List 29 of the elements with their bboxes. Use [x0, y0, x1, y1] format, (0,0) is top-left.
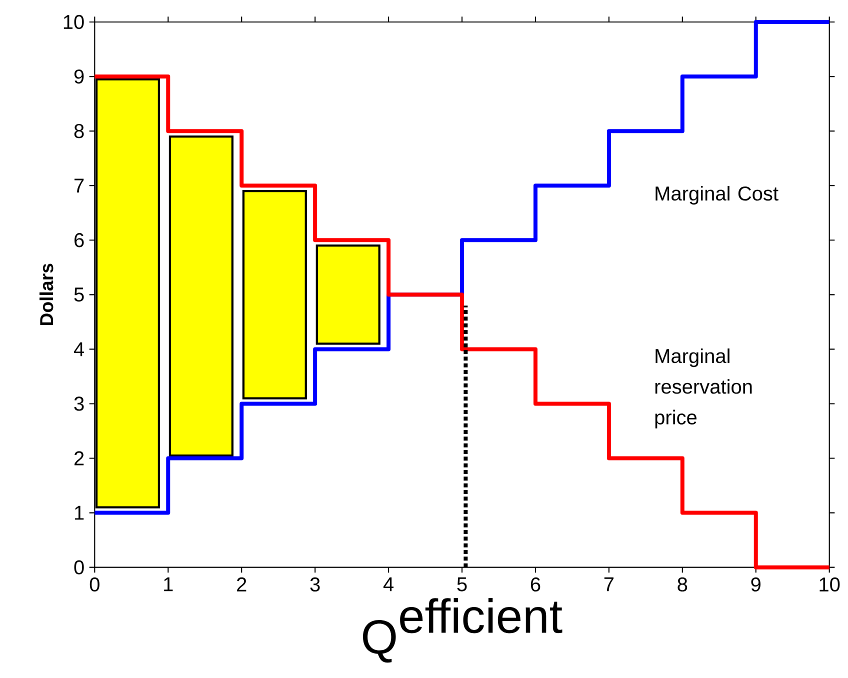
series-label: Marginal reservation price	[655, 348, 752, 428]
bar	[316, 244, 380, 345]
y-axis-title: Dollars	[40, 264, 54, 326]
x-tick-label: 4	[383, 577, 394, 592]
y-tick-label: 10	[64, 14, 84, 30]
x-tick-label: 3	[310, 577, 320, 592]
x-axis-title: $\textrm{Q}^{\textrm{efficient}}$	[363, 598, 562, 663]
y-tick-label: 0	[74, 560, 84, 574]
x-tick-label: 1	[164, 577, 173, 592]
y-tick-label: 6	[74, 233, 84, 248]
bar	[242, 190, 307, 400]
y-tick-label: 3	[74, 396, 84, 411]
y-tick-label: 9	[74, 69, 84, 84]
text: Marginal Cost	[656, 186, 778, 205]
y-tick-label: 2	[74, 451, 84, 466]
bar	[168, 135, 234, 457]
x-tick-label: 0	[90, 577, 100, 592]
y-tick-label: 7	[74, 178, 84, 192]
y-tick-label: 1	[75, 506, 84, 520]
x-tick-label: 8	[678, 577, 688, 592]
y-tick-label: 5	[74, 288, 84, 302]
x-tick-label: 9	[751, 577, 760, 592]
x-tick-label: 10	[820, 577, 840, 592]
x-tick-label: 5	[457, 577, 467, 592]
y-tick-label: 4	[74, 342, 84, 356]
x-tick-label: 7	[604, 577, 614, 592]
y-tick-label: 8	[74, 124, 84, 138]
x-tick-label: 2	[237, 577, 246, 592]
x-tick-label: 6	[530, 577, 540, 592]
